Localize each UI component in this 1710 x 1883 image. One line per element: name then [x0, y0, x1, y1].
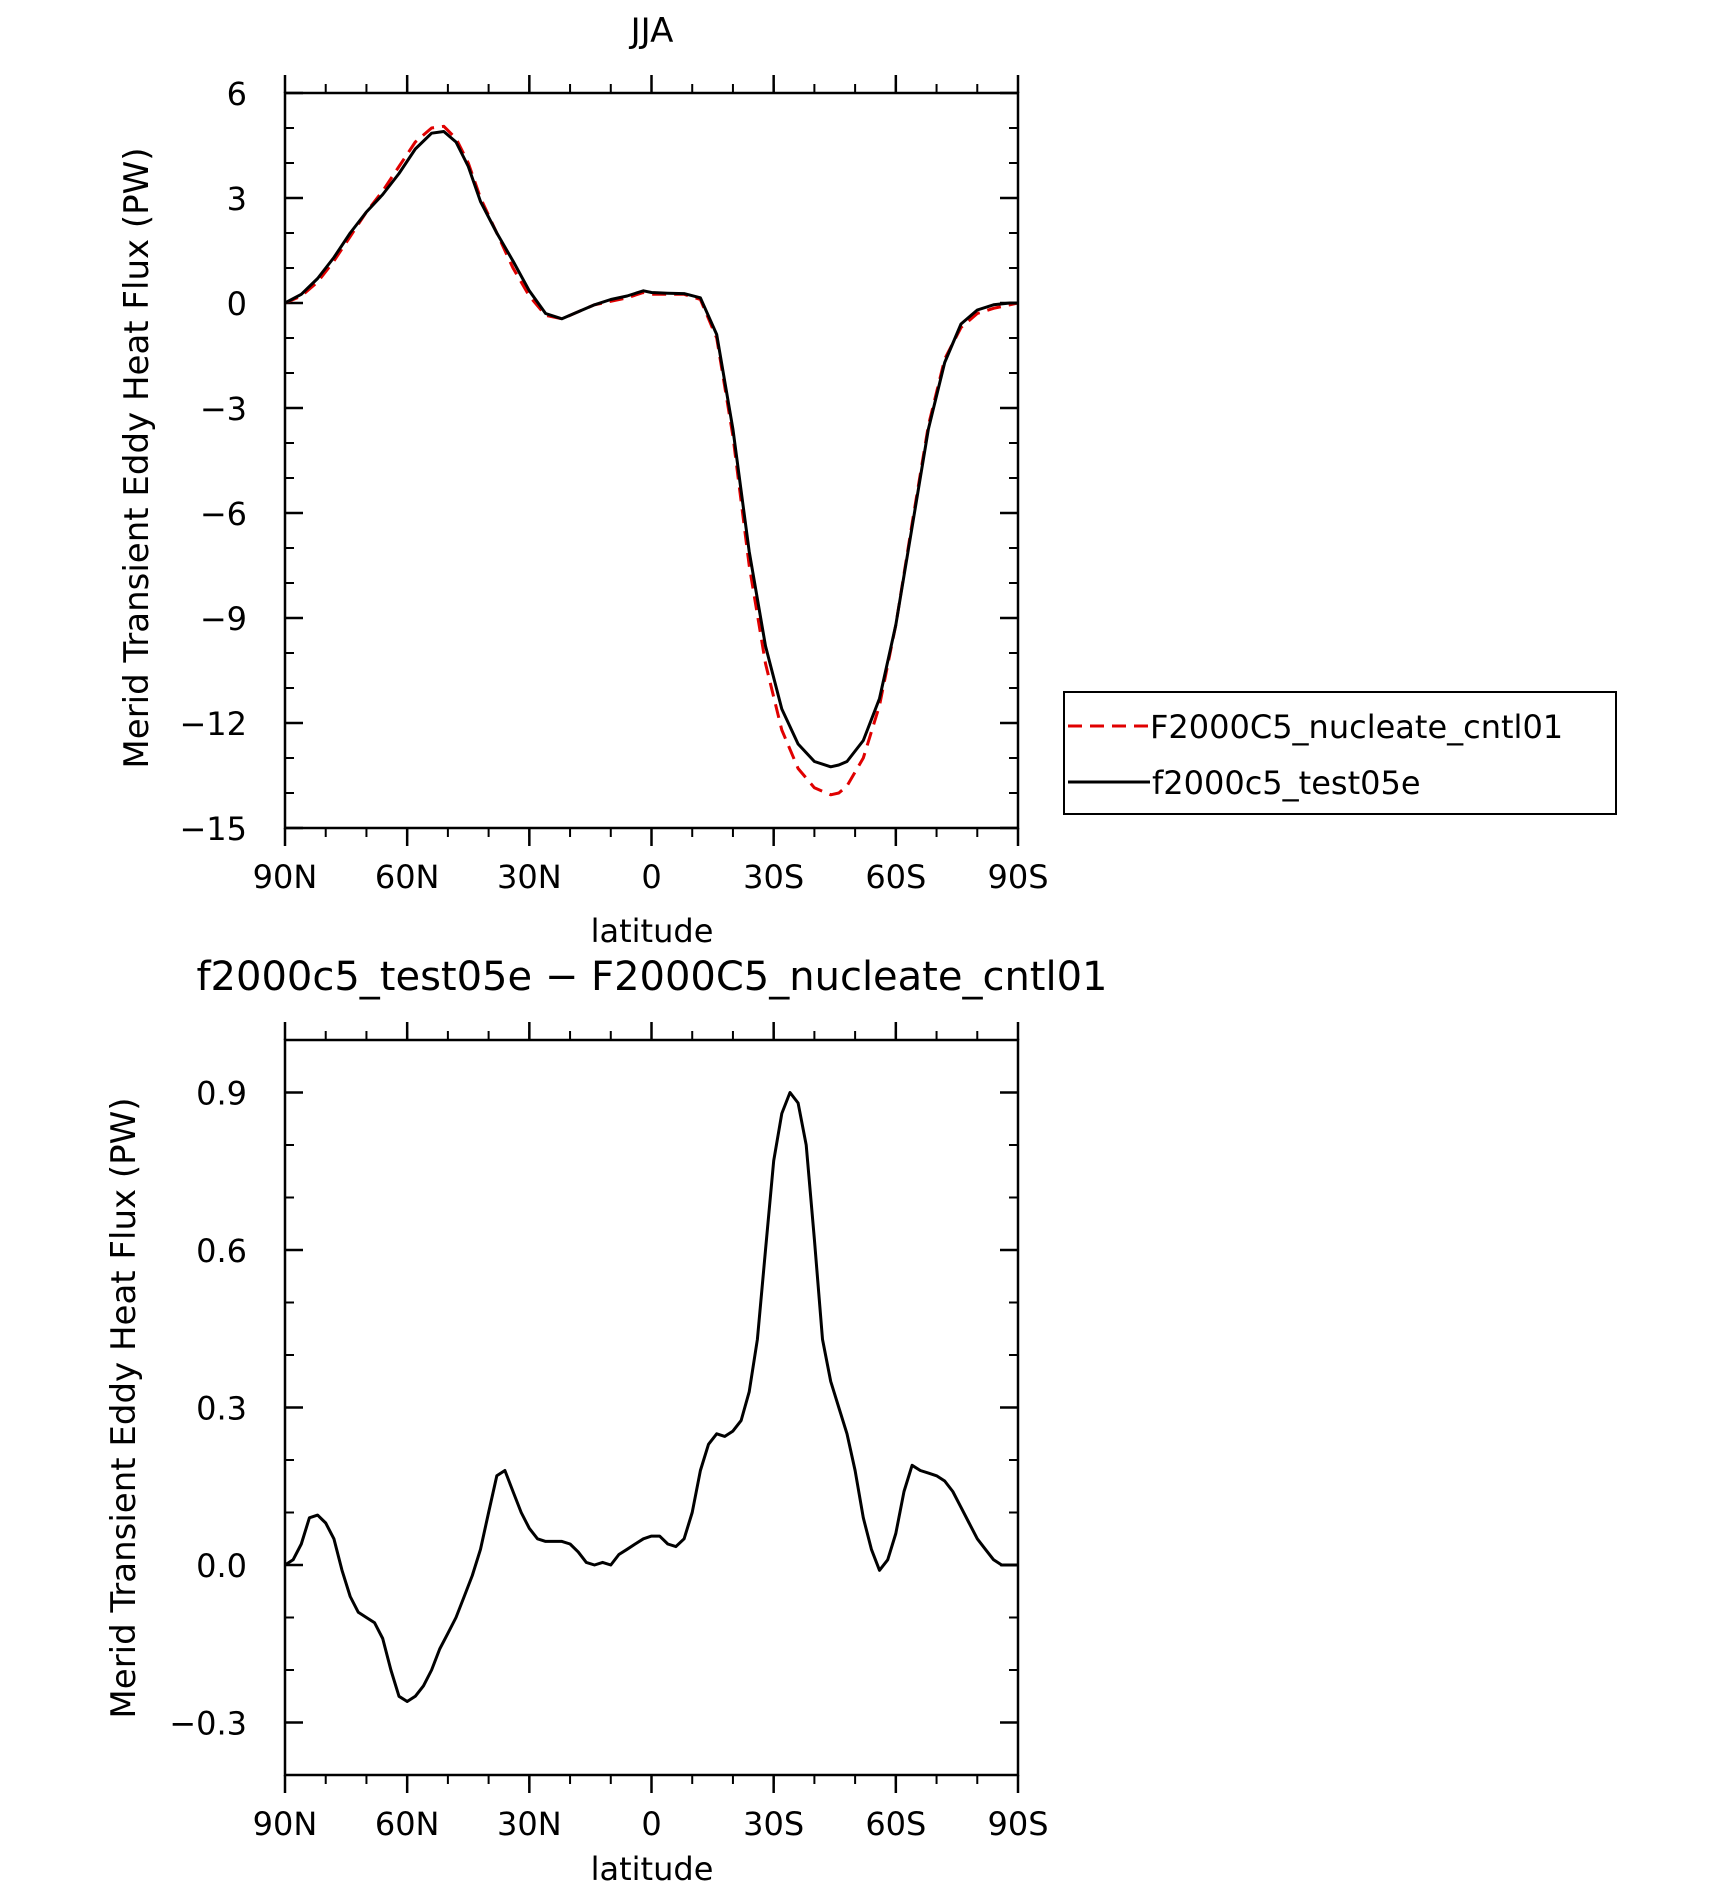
- top-panel-frame: [283, 91, 1020, 830]
- bottom-panel-frame: [283, 1038, 1020, 1777]
- top-panel-x-axis-label: latitude: [591, 912, 714, 950]
- legend-label-cntl01: F2000C5_nucleate_cntl01: [1150, 708, 1563, 746]
- x-tick-label: 90S: [987, 858, 1048, 896]
- x-tick-label: 30S: [743, 1805, 804, 1843]
- top-panel-title: JJA: [629, 11, 674, 51]
- x-tick-label: 60N: [375, 1805, 440, 1843]
- x-tick-label: 60N: [375, 858, 440, 896]
- series-line-difference: [284, 1091, 1018, 1703]
- x-tick-label: 60S: [865, 858, 926, 896]
- y-tick-label: 0.0: [196, 1547, 247, 1585]
- x-tick-label: 30N: [497, 858, 562, 896]
- y-tick-label: −12: [179, 705, 247, 743]
- x-tick-label: 60S: [865, 1805, 926, 1843]
- bottom-panel-y-axis-label: Merid Transient Eddy Heat Flux (PW): [104, 1097, 144, 1718]
- y-tick-label: 3: [227, 180, 247, 218]
- y-tick-label: 0: [227, 285, 247, 323]
- bottom-panel-plot-area: 0.9 0.6 0.3 0.0 −0.3 90N 60N 30N 0 30S 60S 90S: [169, 1022, 1049, 1843]
- legend-box: [1063, 691, 1617, 815]
- y-tick-label: −0.3: [169, 1705, 247, 1743]
- y-tick-label: −15: [179, 810, 247, 848]
- y-tick-label: 0.3: [196, 1390, 247, 1428]
- y-tick-label: 0.6: [196, 1232, 247, 1270]
- bottom-panel-title: f2000c5_test05e − F2000C5_nucleate_cntl0…: [196, 954, 1107, 1000]
- x-tick-label: 90N: [253, 858, 318, 896]
- y-tick-label: −3: [200, 390, 247, 428]
- x-tick-label: 90N: [253, 1805, 318, 1843]
- series-line-f2000c5_test05e: [284, 130, 1018, 769]
- x-tick-label: 30S: [743, 858, 804, 896]
- legend-label-test05e: f2000c5_test05e: [1152, 764, 1421, 802]
- bottom-panel: f2000c5_test05e − F2000C5_nucleate_cntl0…: [104, 954, 1108, 1883]
- y-tick-label: 6: [227, 75, 247, 113]
- x-tick-label: 90S: [987, 1805, 1048, 1843]
- y-tick-label: −9: [200, 600, 247, 638]
- x-tick-label: 30N: [497, 1805, 562, 1843]
- y-tick-label: 0.9: [196, 1075, 247, 1113]
- y-tick-label: −6: [200, 495, 247, 533]
- series-line-f2000c5_nucleate_cntl01: [284, 124, 1019, 797]
- x-tick-label: 0: [641, 858, 661, 896]
- legend: F2000C5_nucleate_cntl01 f2000c5_test05e: [1063, 691, 1617, 815]
- bottom-panel-x-axis-label: latitude: [591, 1850, 714, 1883]
- x-tick-label: 0: [641, 1805, 661, 1843]
- top-panel-y-axis-label: Merid Transient Eddy Heat Flux (PW): [117, 147, 157, 768]
- top-panel: JJA Merid Transient Eddy Heat Flux (PW) …: [117, 11, 1617, 950]
